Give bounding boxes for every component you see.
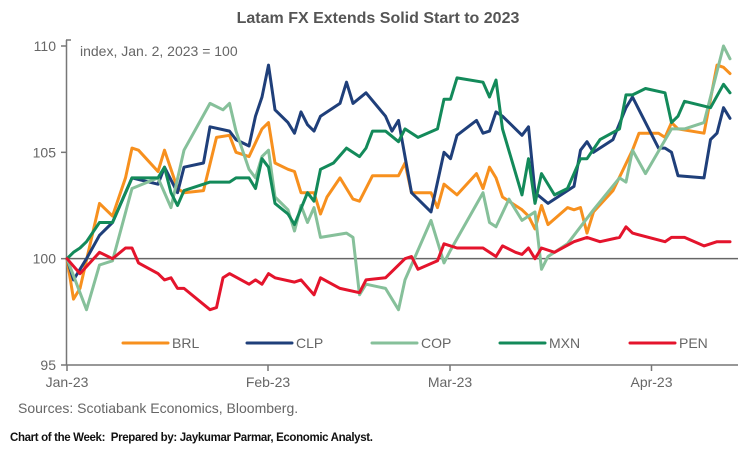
legend-item-brl: BRL (121, 335, 199, 351)
x-tick-label: Jan-23 (46, 374, 89, 390)
legend-label: COP (421, 335, 451, 351)
series-line-mxn (65, 76, 732, 261)
y-tick-label: 95 (40, 357, 56, 373)
legend-item-clp: CLP (245, 335, 323, 351)
legend-label: MXN (549, 335, 580, 351)
y-tick-label: 100 (33, 251, 57, 267)
x-tick-label: Mar-23 (428, 374, 473, 390)
series-lines (65, 44, 732, 312)
chart-title: Latam FX Extends Solid Start to 2023 (237, 10, 520, 27)
legend: BRL CLP COP MXN PEN (121, 335, 708, 351)
legend-label: CLP (296, 335, 323, 351)
legend-label: BRL (172, 335, 199, 351)
y-axis-unit-label: index, Jan. 2, 2023 = 100 (80, 43, 238, 59)
source-note: Sources: Scotiabank Economics, Bloomberg… (18, 400, 298, 416)
x-tick-label: Apr-23 (630, 374, 672, 390)
legend-item-pen: PEN (628, 335, 708, 351)
y-tick-label: 105 (33, 144, 57, 160)
legend-item-cop: COP (370, 335, 451, 351)
x-tick-label: Feb-23 (246, 374, 291, 390)
y-tick-label: 110 (34, 38, 57, 54)
legend-item-mxn: MXN (498, 335, 580, 351)
series-line-pen (65, 225, 732, 312)
footer-credit: Chart of the Week: Prepared by: Jaykumar… (10, 432, 373, 444)
axes: 95 100 105 110 Jan-23 Feb-23 Mar-23 Apr-23 (33, 38, 738, 390)
legend-label: PEN (679, 335, 708, 351)
